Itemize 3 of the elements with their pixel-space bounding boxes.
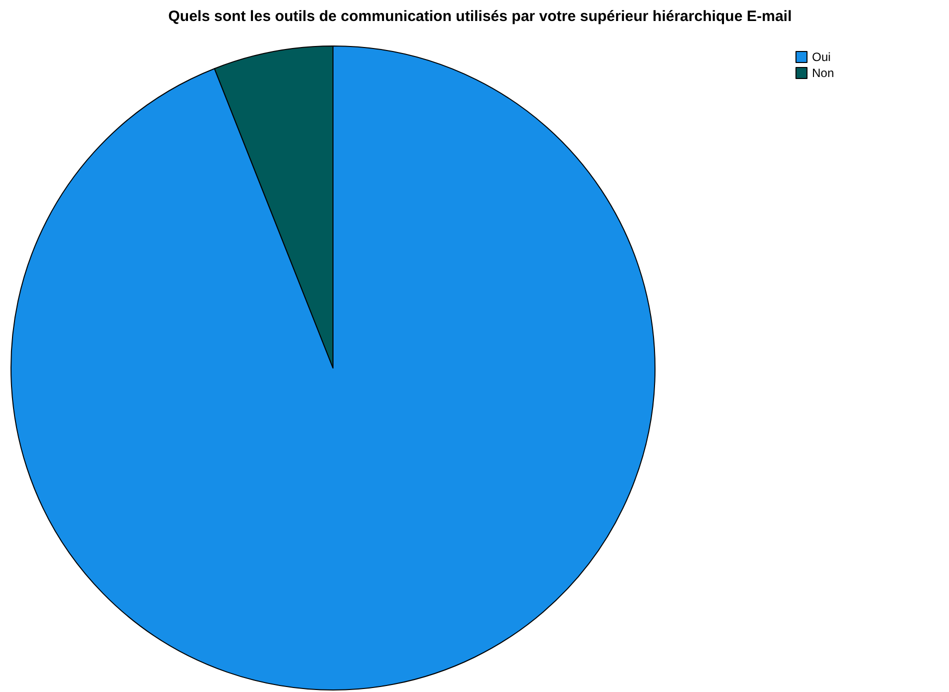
chart-title: Quels sont les outils de communication utilisés par votre supérieur hiérarchique E-mail — [168, 8, 792, 25]
legend-label: Non — [812, 66, 834, 80]
legend-label: Oui — [812, 50, 831, 64]
